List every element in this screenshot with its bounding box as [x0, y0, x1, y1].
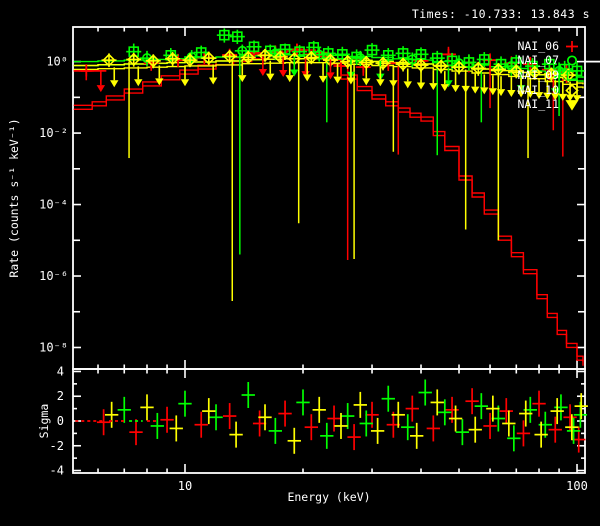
x-tick-label: 10: [178, 479, 192, 493]
sigma-red-points: [96, 388, 586, 453]
legend-label: NAI_10: [517, 82, 559, 97]
sigma-tick-label: 2: [57, 389, 64, 403]
x-tick-label: 100: [566, 479, 588, 493]
legend-label: NAI_07: [517, 53, 559, 68]
triangle-down-icon: [565, 100, 579, 111]
legend-item-nai06: NAI_06: [517, 39, 580, 54]
rate-tick-label: 10⁻⁸: [39, 340, 68, 354]
legend-item-nai11: NAI_11: [517, 97, 580, 112]
sigma-tick-label: 0: [57, 414, 64, 428]
legend-item-nai07: NAI_07: [517, 54, 580, 69]
rate-tick-label: 10⁻⁴: [39, 198, 68, 212]
deep-error-bars: [73, 52, 564, 301]
rate-tick-label: 10⁰: [46, 55, 68, 69]
time-range-title: Times: -10.733: 13.843 s: [411, 7, 590, 21]
plus-icon: [566, 40, 578, 52]
sigma-tick-label: -2: [50, 439, 64, 453]
sigma-tick-label: -4: [50, 464, 64, 478]
x-axis-ticks: 10 100: [97, 27, 588, 493]
NAI_06-model-histogram: [73, 49, 584, 366]
spectrum-panel-frame: [72, 26, 586, 370]
rate-tick-label: 10⁻⁶: [39, 269, 68, 283]
sigma-green-points: [117, 379, 588, 452]
legend-label: NAI_09: [517, 67, 559, 82]
rate-tick-label: 10⁻²: [39, 126, 68, 140]
square-icon: [566, 70, 578, 81]
legend-label: NAI_11: [517, 97, 559, 112]
sigma-yellow-points: [104, 389, 588, 454]
rate-axis-ticks: 10⁰ 10⁻² 10⁻⁴ 10⁻⁶ 10⁻⁸: [39, 55, 585, 354]
sigma-axis-ticks: 4 2 0 -2 -4: [50, 364, 585, 478]
legend-item-nai10: NAI_10: [517, 83, 580, 98]
legend-item-nai09: NAI_09: [517, 68, 580, 83]
diamond-icon: [565, 83, 579, 97]
upper-limits: [110, 60, 582, 103]
sigma-axis-label: Sigma: [37, 403, 51, 439]
legend-label: NAI_06: [517, 38, 559, 53]
legend: NAI_06 NAI_07 NAI_09 NAI_10 NAI_11: [517, 39, 580, 112]
circle-icon: [566, 55, 578, 66]
rate-axis-label: Rate (counts s⁻¹ keV⁻¹): [7, 118, 21, 278]
sigma-tick-label: 4: [57, 364, 64, 378]
energy-axis-label: Energy (keV): [287, 490, 371, 504]
